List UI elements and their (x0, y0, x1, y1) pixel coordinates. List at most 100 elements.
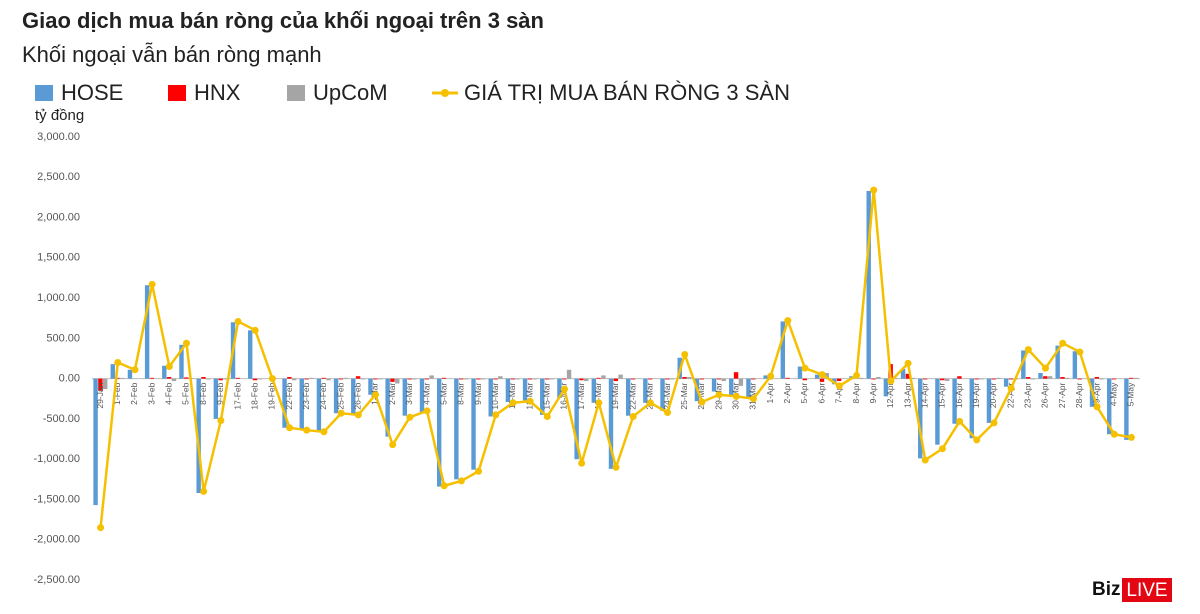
line-marker (921, 456, 929, 464)
bar (390, 378, 395, 382)
x-tick-label: 8-Feb (198, 382, 208, 404)
line-marker (835, 382, 843, 390)
bar (944, 378, 950, 382)
bar (1047, 376, 1053, 379)
line-marker (870, 186, 878, 194)
x-tick-label: 19-Mar (610, 382, 620, 409)
line-marker (1076, 348, 1084, 356)
line-marker (956, 417, 964, 425)
y-tick-label: 1,500.00 (37, 252, 80, 264)
x-tick-label: 18-Mar (593, 382, 603, 409)
x-tick-label: 12-Apr (885, 382, 895, 408)
line-marker (715, 391, 723, 399)
bar (515, 378, 520, 380)
x-tick-label: 17-Mar (576, 382, 586, 409)
line-marker (165, 363, 173, 371)
legend-label: GIÁ TRỊ MUA BÁN RÒNG 3 SÀN (464, 80, 790, 105)
bar (574, 378, 579, 460)
bar (613, 378, 619, 382)
line-marker (182, 339, 190, 347)
legend-swatch (287, 85, 305, 101)
line-marker (732, 392, 740, 400)
bar (549, 378, 555, 380)
bar (601, 375, 606, 379)
bar (814, 374, 820, 379)
x-tick-label: 5-Feb (181, 382, 191, 404)
bar (1038, 372, 1043, 379)
y-tick-label: 500.00 (46, 332, 80, 344)
bar (338, 378, 344, 380)
bar (721, 378, 726, 382)
bar (1060, 377, 1065, 379)
line-marker (286, 424, 294, 432)
bar (223, 378, 228, 380)
bar (836, 378, 842, 382)
bar (498, 376, 503, 379)
x-tick-label: 4-Feb (164, 382, 174, 404)
bar (463, 378, 469, 380)
x-tick-label: 5-May (1126, 382, 1136, 406)
bar (355, 376, 361, 379)
line-marker (784, 317, 792, 325)
bar (660, 378, 665, 411)
bar (596, 377, 601, 379)
bar (1021, 350, 1026, 379)
legend-swatch (35, 85, 53, 101)
y-tick-label: 1,000.00 (37, 292, 80, 304)
bar (247, 330, 253, 379)
line-marker (560, 385, 568, 393)
chart-subtitle: Khối ngoại vẫn bán ròng mạnh (22, 42, 322, 67)
y-tick-label: 3,000.00 (37, 131, 80, 143)
line-marker (1127, 433, 1135, 441)
bar (98, 378, 103, 391)
bar (716, 378, 722, 380)
bar (171, 378, 177, 382)
bar (1043, 376, 1048, 379)
line-marker (646, 399, 654, 407)
line-marker (509, 399, 517, 407)
bar (557, 378, 562, 398)
line-marker (423, 407, 431, 415)
x-tick-label: 9-Apr (868, 382, 878, 403)
bar (257, 378, 263, 380)
line-marker (973, 436, 981, 444)
x-tick-label: 19-Apr (971, 382, 981, 408)
line-marker (629, 412, 637, 420)
bar (625, 378, 631, 416)
x-tick-label: 20-Apr (988, 382, 998, 408)
line-marker (664, 408, 672, 416)
line-marker (200, 487, 208, 495)
x-tick-label: 9-Feb (215, 382, 225, 404)
line-marker (217, 417, 225, 425)
x-tick-label: 24-Mar (662, 382, 672, 409)
bar (1008, 378, 1014, 380)
bar (746, 378, 751, 398)
x-tick-label: 25-Mar (679, 382, 689, 409)
x-tick-label: 11-Mar (507, 382, 517, 408)
bar (201, 377, 206, 379)
line-marker (354, 411, 362, 419)
bar (218, 378, 223, 381)
x-tick-label: 13-Apr (902, 382, 912, 408)
bar (900, 368, 906, 379)
bar (235, 377, 241, 379)
y-tick-label: -1,500.00 (34, 493, 80, 505)
bar (986, 378, 992, 423)
line-marker (1110, 430, 1118, 438)
logo-text: LIVE (1126, 580, 1167, 601)
bar (360, 378, 366, 380)
x-tick-label: 25-Feb (335, 382, 345, 409)
x-tick-label: 4-May (1108, 382, 1118, 406)
logo-text: Biz (1092, 579, 1121, 600)
bar (179, 344, 184, 379)
bar (1077, 378, 1082, 380)
bar (858, 377, 864, 379)
x-tick-label: 16-Apr (954, 382, 964, 408)
line-marker (440, 482, 448, 490)
bar (351, 378, 356, 415)
bar (687, 377, 692, 379)
x-tick-label: 29-Apr (1091, 382, 1101, 408)
bar (377, 378, 383, 380)
chart-title: Giao dịch mua bán ròng của khối ngoại tr… (22, 8, 544, 33)
